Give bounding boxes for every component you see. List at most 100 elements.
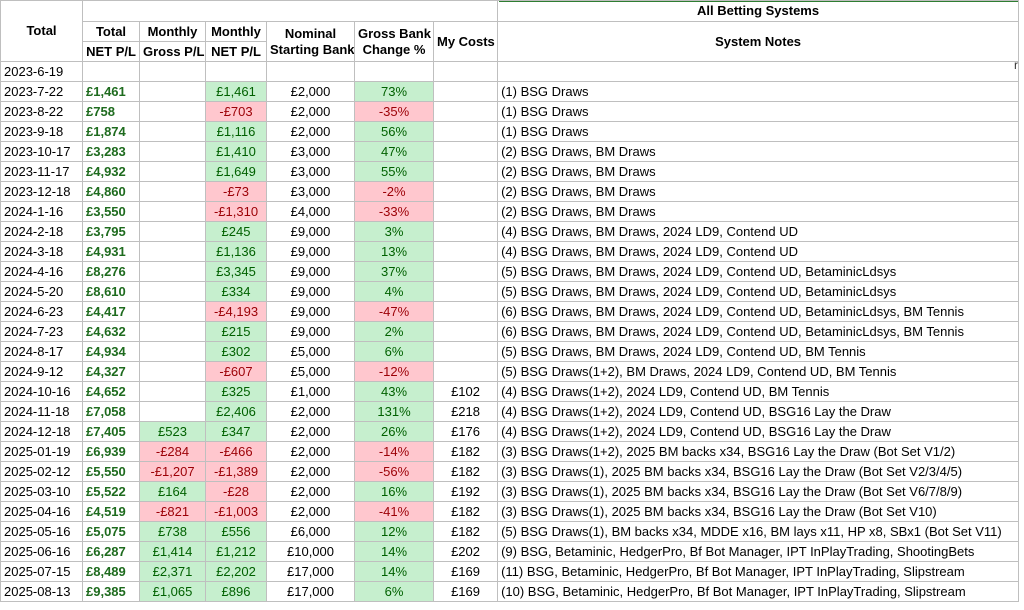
bank-change-cell[interactable]: 55% [354, 161, 434, 182]
bank-change-cell[interactable]: -47% [354, 301, 434, 322]
monthly-net-cell[interactable]: £334 [205, 281, 267, 302]
total-net-cell[interactable]: £4,932 [82, 161, 140, 182]
monthly-net-cell[interactable]: -£1,003 [205, 501, 267, 522]
starting-bank-cell[interactable]: £2,000 [266, 441, 355, 462]
my-costs-cell[interactable]: £176 [432, 421, 499, 442]
starting-bank-cell[interactable]: £9,000 [266, 321, 355, 342]
monthly-gross-cell[interactable]: £523 [139, 421, 206, 442]
monthly-gross-cell[interactable]: £1,065 [139, 581, 206, 602]
date-cell[interactable]: 2025-08-13 [0, 581, 83, 602]
starting-bank-cell[interactable]: £2,000 [266, 501, 355, 522]
system-notes-cell[interactable]: (9) BSG, Betaminic, HedgerPro, Bf Bot Ma… [497, 541, 1020, 562]
starting-bank-cell[interactable]: £2,000 [266, 421, 355, 442]
starting-bank-cell[interactable]: £9,000 [266, 281, 355, 302]
total-net-cell[interactable]: £1,874 [82, 121, 140, 142]
date-cell[interactable]: 2024-7-23 [0, 321, 83, 342]
header-starting-bank[interactable]: Nominal Starting Bank [266, 21, 355, 62]
system-notes-cell[interactable]: (4) BSG Draws, BM Draws, 2024 LD9, Conte… [497, 221, 1020, 242]
monthly-net-cell[interactable]: £1,212 [205, 541, 267, 562]
date-cell[interactable]: 2023-9-18 [0, 121, 83, 142]
date-cell[interactable]: 2024-5-20 [0, 281, 83, 302]
monthly-net-cell[interactable]: £2,406 [205, 401, 267, 422]
monthly-net-cell[interactable]: £1,136 [205, 241, 267, 262]
my-costs-cell[interactable]: £182 [432, 521, 499, 542]
bank-change-cell[interactable]: 13% [354, 241, 434, 262]
my-costs-cell[interactable]: £182 [432, 441, 499, 462]
starting-bank-cell[interactable]: £9,000 [266, 241, 355, 262]
system-notes-cell[interactable]: (5) BSG Draws, BM Draws, 2024 LD9, Conte… [497, 341, 1020, 362]
my-costs-cell[interactable]: £169 [432, 581, 499, 602]
my-costs-cell[interactable]: £182 [432, 461, 499, 482]
total-net-cell[interactable]: £3,550 [82, 201, 140, 222]
monthly-gross-cell[interactable] [139, 221, 206, 242]
monthly-net-cell[interactable]: £556 [205, 521, 267, 542]
starting-bank-cell[interactable]: £9,000 [266, 261, 355, 282]
date-cell[interactable]: 2023-6-19 [0, 61, 83, 82]
monthly-net-cell[interactable]: £215 [205, 321, 267, 342]
my-costs-cell[interactable] [432, 61, 499, 82]
my-costs-cell[interactable] [432, 81, 499, 102]
total-net-cell[interactable]: £4,327 [82, 361, 140, 382]
my-costs-cell[interactable]: £169 [432, 561, 499, 582]
monthly-net-cell[interactable] [205, 61, 267, 82]
starting-bank-cell[interactable]: £3,000 [266, 181, 355, 202]
bank-change-cell[interactable]: 43% [354, 381, 434, 402]
system-notes-cell[interactable]: (4) BSG Draws(1+2), 2024 LD9, Contend UD… [497, 401, 1020, 422]
monthly-gross-cell[interactable] [139, 301, 206, 322]
monthly-gross-cell[interactable] [139, 261, 206, 282]
system-notes-cell[interactable]: (5) BSG Draws(1+2), BM Draws, 2024 LD9, … [497, 361, 1020, 382]
bank-change-cell[interactable]: 26% [354, 421, 434, 442]
date-cell[interactable]: 2023-8-22 [0, 101, 83, 122]
monthly-gross-cell[interactable] [139, 381, 206, 402]
date-cell[interactable]: 2024-8-17 [0, 341, 83, 362]
bank-change-cell[interactable]: -56% [354, 461, 434, 482]
system-notes-cell[interactable]: (2) BSG Draws, BM Draws [497, 141, 1020, 162]
monthly-gross-cell[interactable] [139, 181, 206, 202]
bank-change-cell[interactable]: 3% [354, 221, 434, 242]
bank-change-cell[interactable]: 6% [354, 581, 434, 602]
bank-change-cell[interactable]: 73% [354, 81, 434, 102]
date-cell[interactable]: 2023-12-18 [0, 181, 83, 202]
system-notes-cell[interactable]: (4) BSG Draws(1+2), 2024 LD9, Contend UD… [497, 381, 1020, 402]
total-net-cell[interactable]: £8,276 [82, 261, 140, 282]
total-net-cell[interactable]: £8,489 [82, 561, 140, 582]
my-costs-cell[interactable]: £102 [432, 381, 499, 402]
system-notes-cell[interactable]: (4) BSG Draws, BM Draws, 2024 LD9, Conte… [497, 241, 1020, 262]
my-costs-cell[interactable]: £182 [432, 501, 499, 522]
total-net-cell[interactable]: £6,939 [82, 441, 140, 462]
monthly-gross-cell[interactable] [139, 281, 206, 302]
date-cell[interactable]: 2025-04-16 [0, 501, 83, 522]
system-notes-cell[interactable]: (5) BSG Draws, BM Draws, 2024 LD9, Conte… [497, 281, 1020, 302]
monthly-gross-cell[interactable]: -£1,207 [139, 461, 206, 482]
total-net-cell[interactable]: £9,385 [82, 581, 140, 602]
header-monthly-net-line1[interactable]: Monthly [205, 21, 267, 42]
monthly-gross-cell[interactable]: £164 [139, 481, 206, 502]
bank-change-cell[interactable] [354, 61, 434, 82]
total-net-cell[interactable]: £4,934 [82, 341, 140, 362]
monthly-net-cell[interactable]: -£466 [205, 441, 267, 462]
starting-bank-cell[interactable]: £9,000 [266, 301, 355, 322]
system-notes-cell[interactable]: (6) BSG Draws, BM Draws, 2024 LD9, Conte… [497, 301, 1020, 322]
monthly-net-cell[interactable]: -£703 [205, 101, 267, 122]
my-costs-cell[interactable] [432, 101, 499, 122]
total-net-cell[interactable]: £7,405 [82, 421, 140, 442]
bank-change-cell[interactable]: -12% [354, 361, 434, 382]
system-notes-cell[interactable] [497, 61, 1020, 82]
my-costs-cell[interactable]: £192 [432, 481, 499, 502]
bank-change-cell[interactable]: 47% [354, 141, 434, 162]
header-total[interactable]: Total [0, 0, 83, 62]
bank-change-cell[interactable]: -14% [354, 441, 434, 462]
monthly-gross-cell[interactable] [139, 241, 206, 262]
monthly-gross-cell[interactable] [139, 141, 206, 162]
bank-change-cell[interactable]: 16% [354, 481, 434, 502]
my-costs-cell[interactable] [432, 361, 499, 382]
starting-bank-cell[interactable]: £3,000 [266, 161, 355, 182]
bank-change-cell[interactable]: -2% [354, 181, 434, 202]
my-costs-cell[interactable] [432, 341, 499, 362]
bank-change-cell[interactable]: 131% [354, 401, 434, 422]
my-costs-cell[interactable]: £218 [432, 401, 499, 422]
total-net-cell[interactable]: £4,652 [82, 381, 140, 402]
bank-change-cell[interactable]: 2% [354, 321, 434, 342]
starting-bank-cell[interactable]: £5,000 [266, 361, 355, 382]
starting-bank-cell[interactable]: £4,000 [266, 201, 355, 222]
